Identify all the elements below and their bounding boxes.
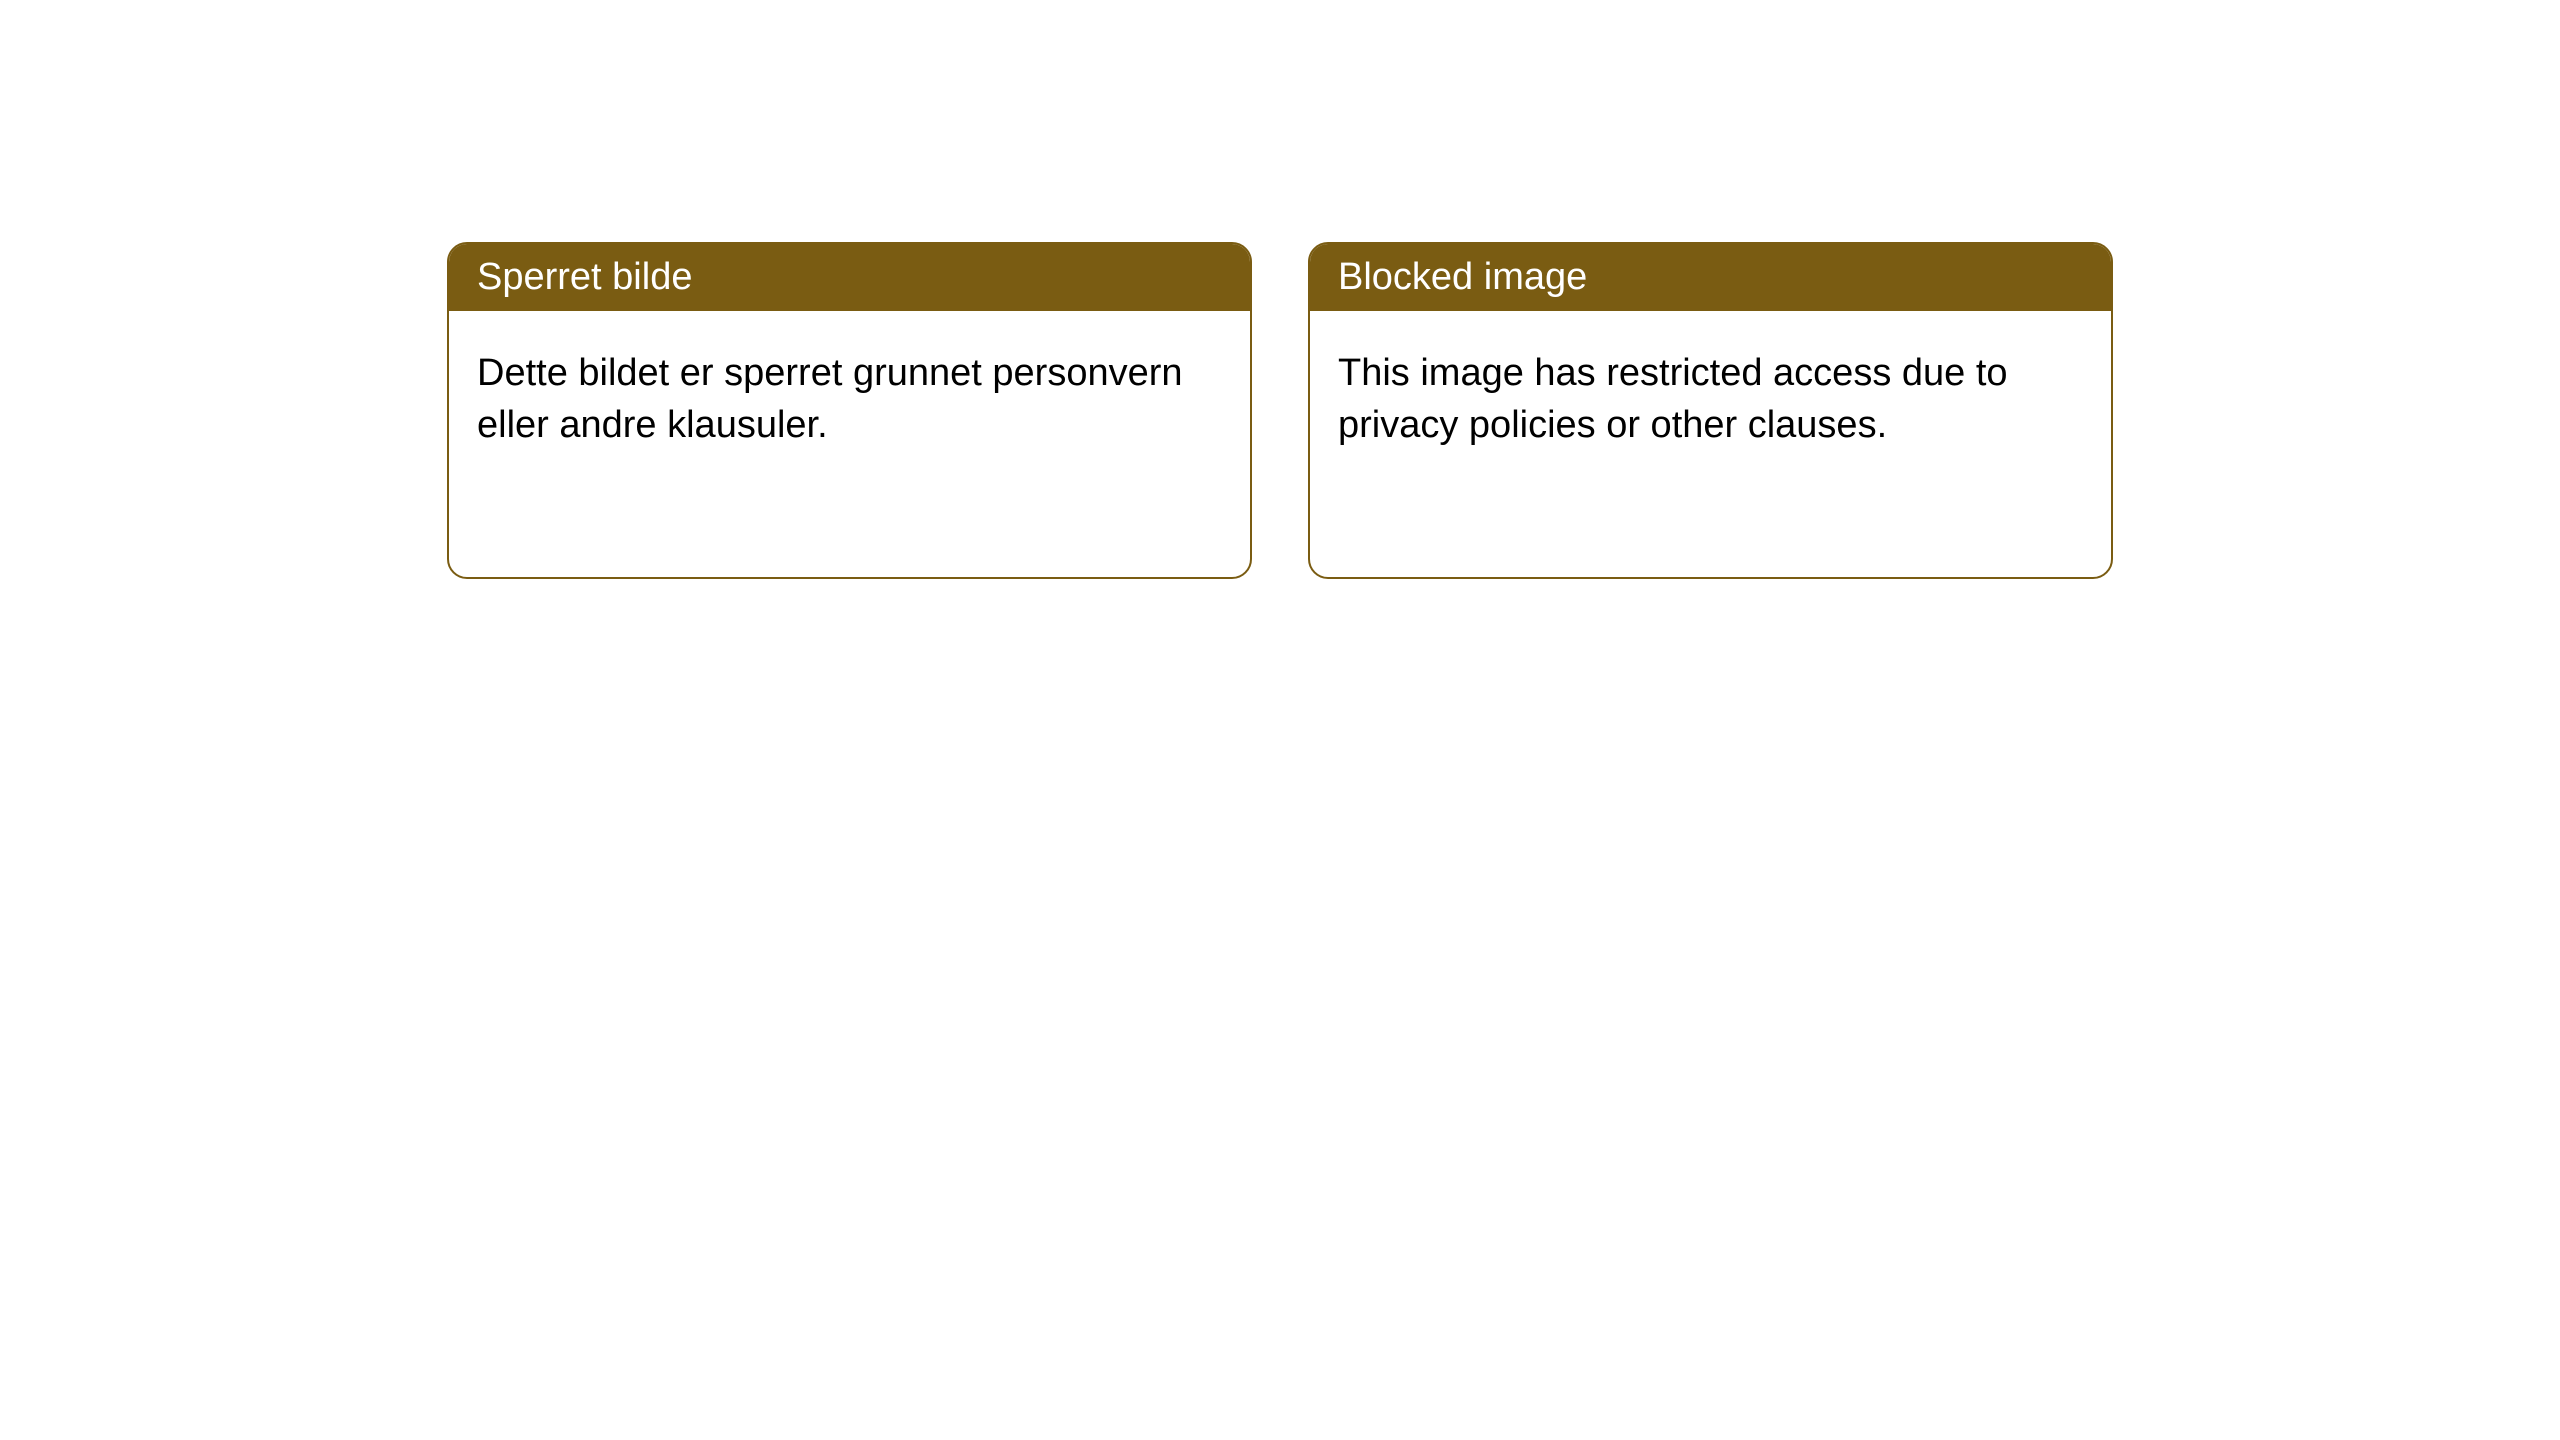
card-title: Blocked image [1310,244,2111,311]
blocked-image-card-english: Blocked image This image has restricted … [1308,242,2113,579]
cards-container: Sperret bilde Dette bildet er sperret gr… [447,242,2113,579]
card-title: Sperret bilde [449,244,1250,311]
card-body: Dette bildet er sperret grunnet personve… [449,311,1250,488]
blocked-image-card-norwegian: Sperret bilde Dette bildet er sperret gr… [447,242,1252,579]
card-body: This image has restricted access due to … [1310,311,2111,488]
